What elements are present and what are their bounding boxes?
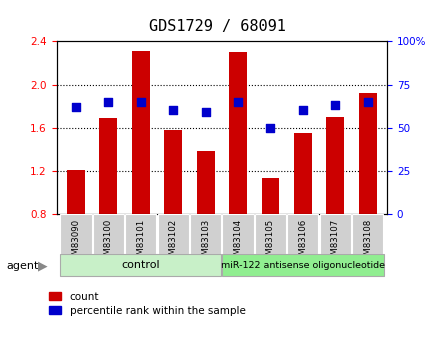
Point xyxy=(137,99,144,105)
FancyBboxPatch shape xyxy=(60,214,91,254)
Bar xyxy=(229,52,247,214)
Point xyxy=(72,104,79,110)
Point xyxy=(234,99,241,105)
Text: GDS1729 / 68091: GDS1729 / 68091 xyxy=(149,19,285,34)
FancyBboxPatch shape xyxy=(92,214,124,254)
Bar xyxy=(132,51,149,214)
FancyBboxPatch shape xyxy=(319,214,350,254)
FancyBboxPatch shape xyxy=(352,214,382,254)
FancyBboxPatch shape xyxy=(254,214,286,254)
Text: GSM83104: GSM83104 xyxy=(233,219,242,266)
Bar xyxy=(164,130,182,214)
Legend: count, percentile rank within the sample: count, percentile rank within the sample xyxy=(49,292,245,316)
Bar xyxy=(196,151,214,214)
Bar xyxy=(358,93,376,214)
Bar xyxy=(99,118,117,214)
Point xyxy=(363,99,370,105)
Bar xyxy=(326,117,343,214)
Text: GSM83101: GSM83101 xyxy=(136,219,145,266)
Text: control: control xyxy=(121,260,160,270)
Text: miR-122 antisense oligonucleotide: miR-122 antisense oligonucleotide xyxy=(220,261,384,270)
Bar xyxy=(261,178,279,214)
FancyBboxPatch shape xyxy=(221,254,383,276)
Point xyxy=(105,99,112,105)
Bar xyxy=(293,133,311,214)
Point xyxy=(331,102,338,108)
Point xyxy=(299,108,306,113)
Text: GSM83103: GSM83103 xyxy=(201,219,210,266)
FancyBboxPatch shape xyxy=(222,214,253,254)
Text: GSM83100: GSM83100 xyxy=(104,219,113,266)
FancyBboxPatch shape xyxy=(125,214,156,254)
Point xyxy=(202,109,209,115)
FancyBboxPatch shape xyxy=(190,214,221,254)
Text: agent: agent xyxy=(7,262,39,271)
Text: GSM83102: GSM83102 xyxy=(168,219,178,266)
FancyBboxPatch shape xyxy=(59,254,221,276)
Point xyxy=(266,125,273,130)
Text: GSM83105: GSM83105 xyxy=(265,219,274,266)
Point xyxy=(169,108,176,113)
Text: ▶: ▶ xyxy=(38,260,48,273)
Text: GSM83106: GSM83106 xyxy=(298,219,307,266)
Text: GSM83108: GSM83108 xyxy=(362,219,372,266)
FancyBboxPatch shape xyxy=(287,214,318,254)
Text: GSM83107: GSM83107 xyxy=(330,219,339,266)
FancyBboxPatch shape xyxy=(157,214,188,254)
Bar xyxy=(67,170,85,214)
Text: GSM83090: GSM83090 xyxy=(71,219,80,266)
